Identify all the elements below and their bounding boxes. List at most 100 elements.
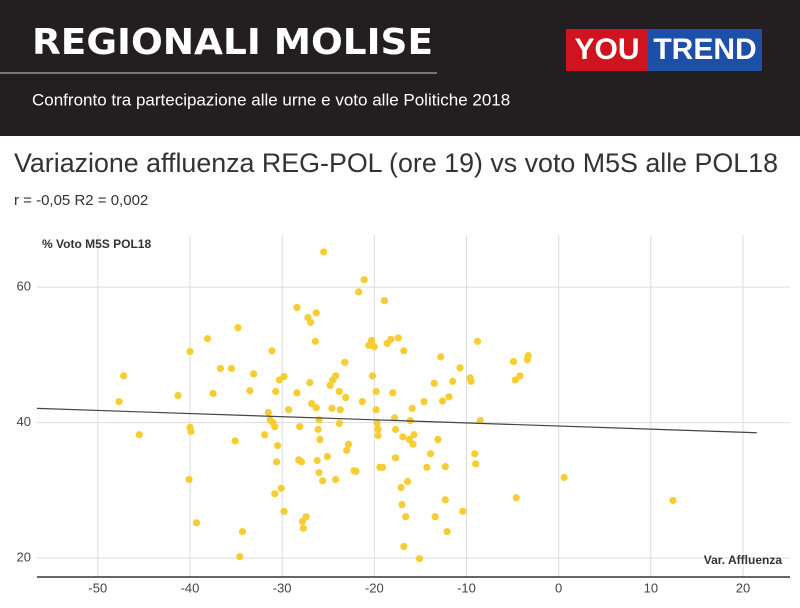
- point: [389, 389, 397, 397]
- x-tick-label: 10: [644, 580, 658, 595]
- point: [512, 494, 520, 502]
- point: [410, 431, 418, 439]
- y-tick-label: 20: [17, 549, 31, 564]
- y-tick-label: 60: [17, 279, 31, 294]
- plot: 20 40 60 -50 -40 -30 -20 -10 0 10 20 % Voto M5S POL…: [17, 235, 790, 595]
- point: [185, 475, 193, 484]
- point: [264, 408, 272, 417]
- logo-right: TREND: [653, 33, 756, 66]
- point: [314, 425, 322, 433]
- point: [296, 423, 304, 431]
- point: [430, 379, 438, 387]
- point: [398, 500, 406, 509]
- point: [280, 507, 288, 515]
- point: [187, 427, 195, 435]
- point: [332, 372, 340, 380]
- point: [135, 431, 143, 439]
- header-title: REGIONALI MOLISE: [32, 22, 433, 63]
- point: [271, 490, 279, 498]
- y-tick-label: 40: [17, 414, 31, 429]
- point: [246, 387, 254, 395]
- point: [120, 372, 128, 380]
- point: [459, 507, 467, 515]
- point: [360, 276, 368, 284]
- point: [438, 397, 447, 405]
- point: [341, 358, 349, 366]
- point: [449, 377, 457, 385]
- point: [293, 303, 301, 312]
- point: [342, 393, 350, 402]
- point: [509, 358, 518, 366]
- point: [299, 524, 307, 532]
- point: [423, 463, 431, 471]
- point: [234, 324, 242, 332]
- point: [467, 377, 475, 385]
- y-axis-label: % Voto M5S POL18: [42, 237, 151, 251]
- point: [227, 364, 236, 373]
- point: [379, 463, 387, 471]
- point: [372, 387, 380, 396]
- x-tick-label: -30: [273, 580, 292, 595]
- point: [216, 364, 225, 373]
- x-tick-label: -40: [181, 580, 200, 595]
- point: [311, 337, 319, 345]
- point: [355, 288, 363, 296]
- logo-left: YOU: [574, 33, 639, 66]
- point: [387, 335, 395, 343]
- point: [261, 431, 269, 439]
- point: [336, 406, 344, 414]
- point: [400, 347, 408, 355]
- point: [524, 351, 532, 360]
- point: [328, 404, 336, 412]
- point: [476, 416, 484, 425]
- point: [315, 469, 323, 477]
- point: [238, 528, 247, 536]
- point: [352, 467, 360, 475]
- point: [306, 379, 314, 387]
- point: [374, 425, 382, 433]
- point: [426, 450, 435, 458]
- point: [115, 397, 123, 406]
- point: [380, 297, 389, 305]
- point: [326, 381, 334, 389]
- x-tick-label: -50: [88, 580, 107, 595]
- point: [441, 463, 449, 471]
- point: [391, 414, 399, 422]
- point: [280, 372, 288, 381]
- point: [456, 364, 464, 372]
- point: [408, 404, 416, 412]
- point: [186, 347, 194, 356]
- point: [344, 440, 353, 448]
- point: [343, 446, 351, 454]
- point: [268, 347, 276, 355]
- logo-blue: [648, 29, 762, 71]
- point: [516, 372, 524, 380]
- trend-line: [36, 407, 757, 434]
- point: [415, 555, 424, 563]
- point: [397, 484, 405, 492]
- point: [402, 513, 410, 521]
- point: [367, 337, 376, 345]
- point: [391, 454, 400, 462]
- point: [192, 519, 201, 527]
- point: [302, 513, 310, 521]
- point: [271, 423, 279, 431]
- point: [293, 389, 301, 397]
- point: [471, 450, 479, 458]
- point: [332, 475, 340, 484]
- point: [472, 460, 480, 468]
- point: [560, 473, 568, 482]
- point: [409, 440, 417, 448]
- point: [308, 400, 316, 408]
- x-tick-label: 20: [736, 580, 750, 595]
- point: [236, 553, 244, 561]
- point: [313, 456, 321, 465]
- point: [399, 433, 407, 441]
- x-tick-label: -20: [365, 580, 384, 595]
- point: [249, 370, 258, 378]
- point: [335, 387, 343, 396]
- point: [403, 477, 412, 486]
- point: [277, 484, 285, 492]
- point: [285, 406, 293, 414]
